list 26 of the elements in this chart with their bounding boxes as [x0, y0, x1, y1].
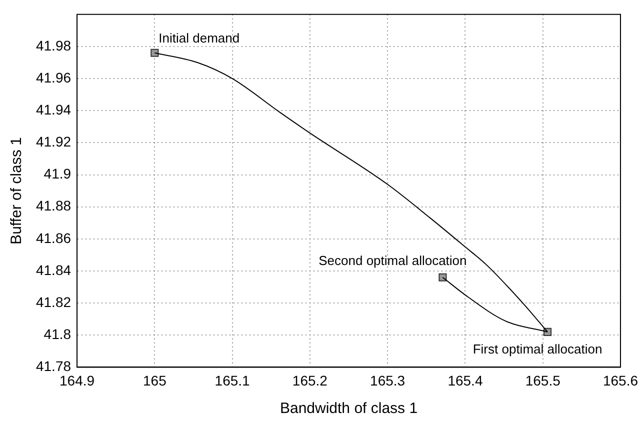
y-tick-label: 41.92 — [36, 134, 72, 150]
y-tick-label: 41.98 — [36, 37, 72, 54]
x-tick-label: 165.6 — [602, 372, 638, 388]
x-tick-label: 164.9 — [60, 372, 95, 388]
annotation: First optimal allocation — [472, 342, 602, 356]
y-tick-label: 41.9 — [44, 166, 72, 182]
annotation: Initial demand — [158, 30, 240, 46]
y-tick-label: 41.82 — [36, 294, 72, 310]
point — [150, 48, 159, 57]
y-tick-label: 41.78 — [36, 358, 72, 374]
y-tick-label: 41.8 — [44, 326, 72, 342]
y-tick-label: 41.88 — [36, 198, 72, 214]
x-tick-label: 165.1 — [214, 372, 250, 388]
annotation: Second optimal allocation — [318, 252, 467, 268]
x-tick-label: 165.4 — [448, 372, 483, 388]
x-tick-label: 165.2 — [292, 372, 328, 388]
y-axis-title: Buffer of class 1 — [8, 137, 26, 244]
y-tick-label: 41.96 — [36, 69, 72, 86]
y-tick-label: 41.94 — [36, 101, 72, 118]
y-tick-label: 41.84 — [36, 262, 72, 278]
x-tick-label: 165.3 — [370, 372, 406, 388]
x-axis-title: Bandwidth of class 1 — [280, 400, 418, 418]
x-tick-label: 165.5 — [525, 372, 561, 388]
x-tick-label: 165 — [142, 372, 167, 388]
y-tick-label: 41.86 — [36, 230, 72, 246]
point — [438, 273, 447, 282]
